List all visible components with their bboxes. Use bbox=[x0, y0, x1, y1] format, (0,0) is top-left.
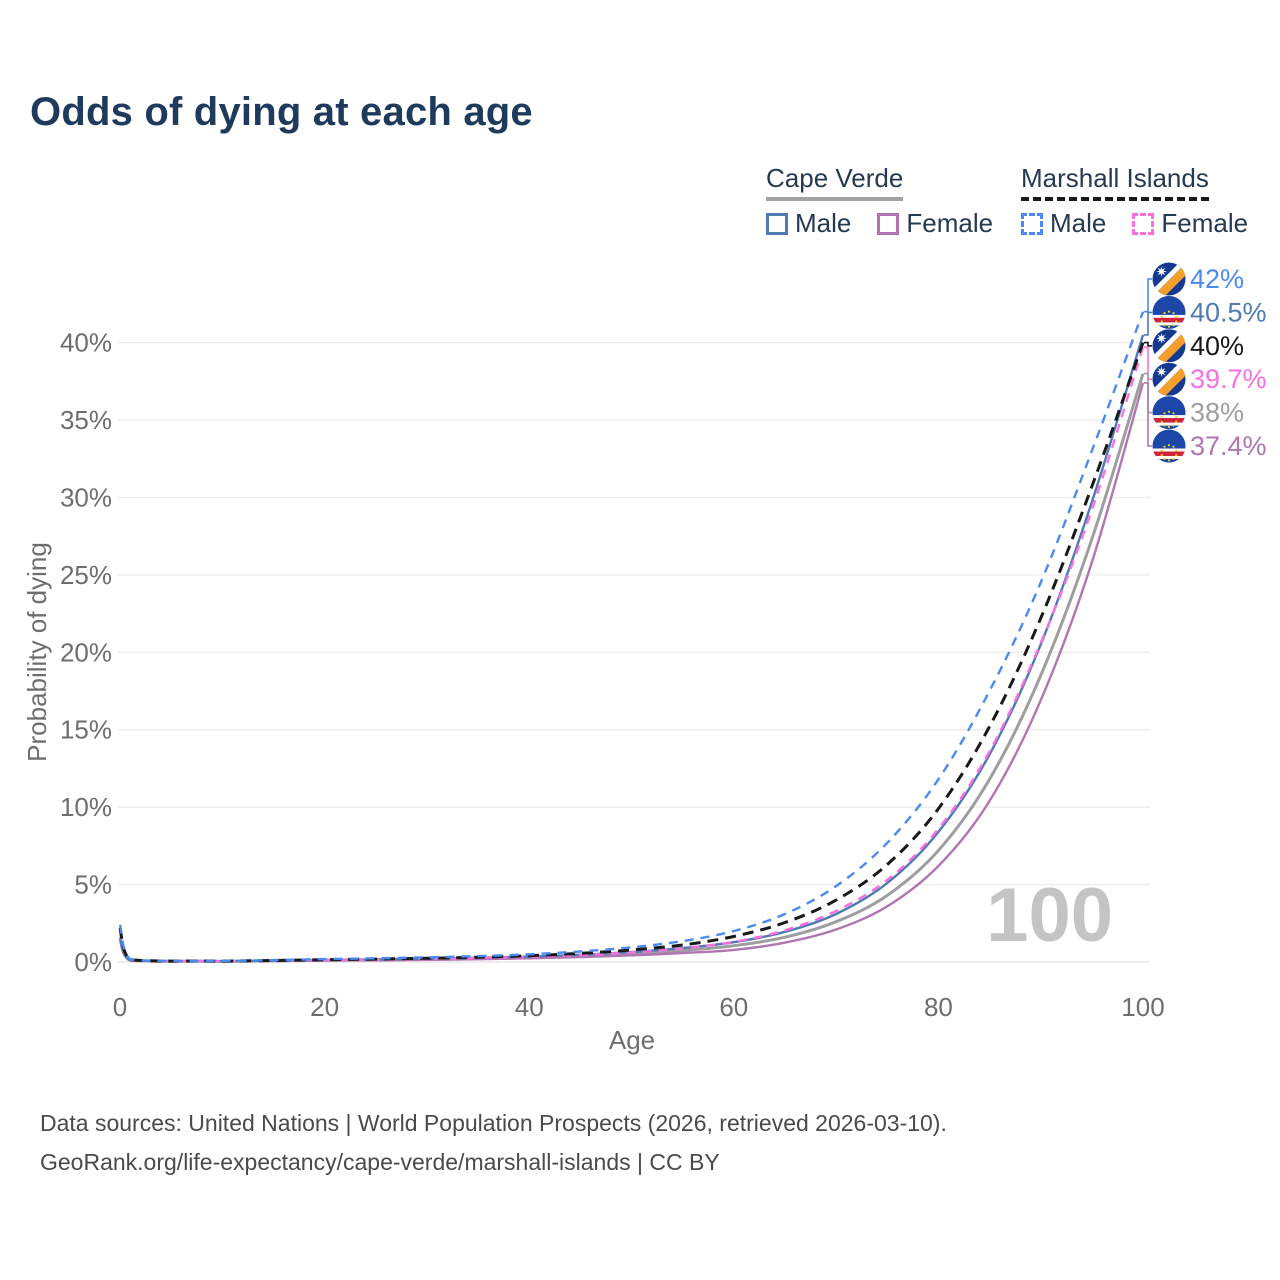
x-axis-tick-label: 100 bbox=[1121, 992, 1164, 1022]
y-axis-tick-label: 25% bbox=[60, 560, 112, 590]
age-watermark: 100 bbox=[986, 873, 1113, 958]
leader-line bbox=[1144, 382, 1152, 447]
marshall-islands-flag-icon bbox=[1152, 362, 1186, 396]
y-axis-title: Probability of dying bbox=[22, 542, 52, 762]
series-line-marshall-islands-female[interactable] bbox=[118, 346, 1145, 963]
legend-item-label: Male bbox=[1050, 208, 1107, 238]
y-axis-tick-label: 40% bbox=[60, 328, 112, 358]
footer-data-sources: Data sources: United Nations | World Pop… bbox=[40, 1110, 947, 1136]
cape-verde-female-swatch-icon bbox=[877, 212, 900, 235]
end-value-label-cape-verde-male: 40.5% bbox=[1190, 297, 1267, 327]
footer-attribution: GeoRank.org/life-expectancy/cape-verde/m… bbox=[40, 1149, 720, 1175]
end-value-label-marshall-islands-female: 39.7% bbox=[1190, 364, 1267, 394]
legend-item-marshall-islands-male[interactable]: Male bbox=[1021, 208, 1106, 239]
leader-line bbox=[1144, 346, 1152, 380]
x-axis-tick-label: 20 bbox=[310, 992, 339, 1022]
y-axis-tick-label: 30% bbox=[60, 483, 112, 513]
y-axis-tick-label: 20% bbox=[60, 637, 112, 667]
end-value-label-marshall-islands-both-sexes: 40% bbox=[1190, 331, 1244, 361]
marshall-islands-female-swatch-icon bbox=[1132, 212, 1155, 235]
leader-line bbox=[1144, 311, 1152, 336]
series-line-marshall-islands-male[interactable] bbox=[118, 311, 1145, 963]
legend-group-cape-verde: Cape Verde Male Female bbox=[766, 163, 993, 239]
y-axis-tick-label: 10% bbox=[60, 792, 112, 822]
x-axis-tick-label: 0 bbox=[113, 992, 127, 1022]
cape-verde-flag-icon bbox=[1152, 295, 1186, 329]
y-axis-tick-label: 35% bbox=[60, 405, 112, 435]
end-value-label-cape-verde-female: 37.4% bbox=[1190, 431, 1267, 461]
y-axis-tick-label: 15% bbox=[60, 715, 112, 745]
y-axis-tick-label: 5% bbox=[74, 870, 112, 900]
x-axis-title: Age bbox=[609, 1025, 655, 1055]
cape-verde-male-swatch-icon bbox=[766, 212, 788, 235]
legend-title-marshall-islands: Marshall Islands bbox=[1021, 163, 1209, 201]
leader-line bbox=[1144, 341, 1152, 347]
page-title: Odds of dying at each age bbox=[30, 90, 533, 134]
legend-item-marshall-islands-female[interactable]: Female bbox=[1132, 208, 1248, 239]
x-axis-tick-label: 60 bbox=[719, 992, 748, 1022]
legend-title-cape-verde: Cape Verde bbox=[766, 163, 904, 201]
end-value-label-marshall-islands-male: 42% bbox=[1190, 264, 1244, 294]
legend-item-label: Female bbox=[906, 208, 994, 238]
legend-group-marshall-islands: Marshall Islands Male Female bbox=[1021, 163, 1248, 239]
x-axis-tick-label: 40 bbox=[515, 992, 544, 1022]
marshall-islands-male-swatch-icon bbox=[1021, 212, 1043, 235]
leader-line bbox=[1144, 278, 1152, 313]
legend-item-label: Male bbox=[795, 208, 852, 238]
series-line-cape-verde-male[interactable] bbox=[118, 334, 1145, 963]
x-axis-tick-label: 80 bbox=[924, 992, 953, 1022]
legend-item-cape-verde-female[interactable]: Female bbox=[877, 208, 993, 239]
y-axis-tick-label: 0% bbox=[74, 947, 112, 977]
cape-verde-flag-icon bbox=[1152, 396, 1186, 430]
marshall-islands-flag-icon bbox=[1152, 329, 1186, 363]
legend-item-cape-verde-male[interactable]: Male bbox=[766, 208, 851, 239]
series-line-marshall-islands-both-sexes[interactable] bbox=[118, 342, 1145, 963]
marshall-islands-flag-icon bbox=[1152, 262, 1186, 296]
end-value-label-cape-verde-both-sexes: 38% bbox=[1190, 398, 1244, 428]
cape-verde-flag-icon bbox=[1152, 429, 1186, 463]
legend-item-label: Female bbox=[1161, 208, 1249, 238]
footer: Data sources: United Nations | World Pop… bbox=[40, 1104, 947, 1182]
